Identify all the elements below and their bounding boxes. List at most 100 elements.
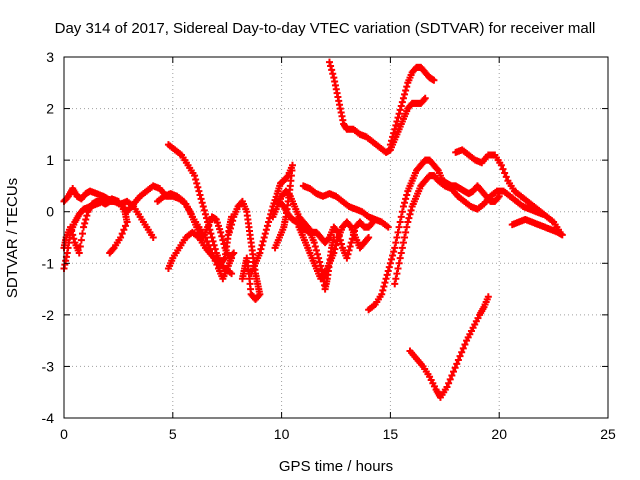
chart-title: Day 314 of 2017, Sidereal Day-to-day VTE… [55,20,596,37]
data-point [458,348,466,356]
x-tick-label: 25 [600,426,616,442]
y-tick-label: 2 [46,101,54,117]
data-point [406,210,414,218]
data-point [271,244,279,252]
data-point [392,121,400,129]
data-point [201,210,209,218]
data-point [312,246,320,254]
data-point [199,203,207,211]
data-point [331,245,339,253]
y-tick-label: 3 [46,49,54,65]
data-point [384,223,392,231]
data-point [78,230,86,238]
data-point [343,254,351,262]
data-point [337,240,345,248]
data-point [396,106,404,114]
data-point [385,263,393,271]
data-point [387,137,395,145]
data-point [196,191,204,199]
data-point [346,243,354,251]
data-point [456,352,464,360]
series-arc-9 [269,187,377,262]
data-point [325,58,333,66]
data-point [120,226,128,234]
data-point [328,66,336,74]
x-tick-label: 0 [60,426,68,442]
data-point [421,94,429,102]
data-point [318,266,326,274]
data-point [407,206,415,214]
data-point [257,245,265,253]
data-point [401,234,409,241]
data-points [60,58,566,401]
data-point [380,282,388,290]
data-point [80,223,88,231]
data-point [403,83,411,91]
data-point [450,368,458,376]
series-arc-19 [406,293,492,401]
data-point [403,191,411,199]
data-point [346,222,354,230]
data-point [259,237,267,245]
data-point [344,250,352,258]
data-point [390,248,398,256]
data-point [396,218,404,226]
data-point [107,248,115,256]
data-point [314,250,322,258]
data-point [386,259,394,267]
data-point [195,187,203,195]
data-point [446,375,454,383]
data-point [404,218,412,226]
data-point [327,62,335,70]
data-point [200,206,208,214]
y-tick-label: -4 [42,410,55,426]
data-point [451,364,459,372]
y-tick-label: 1 [46,152,54,168]
data-point [149,234,157,241]
data-point [399,203,407,211]
y-tick-label: -1 [42,255,55,271]
data-point [263,222,271,230]
data-point [75,249,83,257]
data-point [391,280,399,288]
data-point [265,218,273,226]
data-point [484,293,492,301]
data-point [315,254,323,262]
data-point [558,231,566,239]
data-point [332,241,340,249]
data-point [445,379,453,387]
data-point [494,194,502,202]
data-point [433,165,441,173]
data-point [256,249,264,257]
data-point [394,114,402,122]
y-tick-label: -2 [42,307,55,323]
x-tick-label: 10 [274,426,290,442]
data-point [405,214,413,222]
data-point [453,360,461,368]
data-point [260,234,268,241]
data-point [378,290,386,298]
data-point [502,173,510,181]
data-point [193,179,201,187]
data-point [395,259,403,267]
data-point [402,195,410,203]
data-point [393,117,401,125]
data-point [381,279,389,287]
data-point [310,239,318,247]
series-arc-8 [247,161,296,278]
data-point [402,228,410,236]
data-point [499,165,507,173]
series-arc-12 [299,182,392,231]
data-point [203,237,211,245]
data-point [333,237,341,245]
data-point [392,239,400,247]
data-point [311,243,319,251]
data-point [76,243,84,251]
data-point [121,222,129,230]
data-point [399,239,407,247]
data-point [384,267,392,275]
data-point [382,275,390,283]
data-point [454,356,462,364]
data-point [285,191,293,199]
